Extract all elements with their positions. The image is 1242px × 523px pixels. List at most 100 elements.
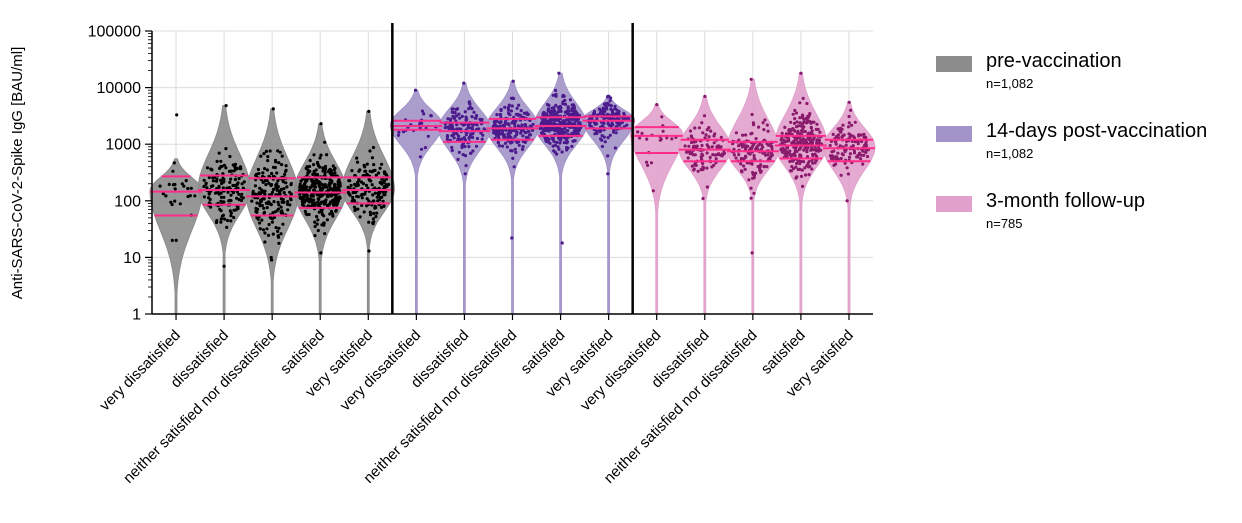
data-point — [451, 107, 455, 111]
data-point — [802, 117, 806, 121]
data-point — [462, 136, 466, 140]
data-point — [720, 152, 725, 156]
data-point — [507, 123, 511, 127]
data-point — [224, 104, 228, 108]
violin — [485, 80, 540, 315]
data-point — [268, 149, 272, 153]
data-point — [762, 164, 766, 169]
data-point — [463, 144, 467, 149]
data-point — [714, 157, 718, 161]
data-point — [225, 225, 229, 229]
data-point — [284, 168, 288, 172]
data-point — [275, 171, 279, 175]
data-point — [232, 215, 236, 220]
data-point — [319, 122, 323, 126]
data-point — [743, 167, 747, 171]
data-point — [387, 182, 391, 187]
data-point — [801, 114, 805, 118]
data-point — [276, 149, 280, 153]
data-point — [608, 133, 612, 137]
data-point — [184, 179, 188, 183]
data-point — [331, 188, 335, 192]
data-point — [514, 129, 518, 133]
data-point — [794, 161, 799, 166]
data-point — [229, 177, 233, 181]
data-point — [697, 126, 702, 130]
data-point — [813, 152, 817, 156]
data-point — [370, 183, 374, 187]
data-point — [765, 123, 769, 127]
data-point — [790, 164, 794, 169]
data-point — [222, 180, 226, 184]
data-point — [224, 166, 228, 170]
data-point — [693, 126, 697, 130]
data-point — [770, 144, 774, 148]
data-point — [316, 162, 320, 166]
data-point — [588, 124, 593, 128]
data-point — [333, 171, 337, 175]
data-point — [789, 169, 794, 173]
data-point — [562, 119, 566, 123]
data-point — [804, 173, 808, 177]
data-point — [496, 132, 500, 136]
data-point — [263, 240, 267, 244]
data-point — [739, 142, 743, 147]
legend-item-pre-vaccination: pre-vaccination n=1,082 — [936, 50, 1236, 120]
data-point — [805, 101, 809, 106]
data-point — [547, 137, 551, 141]
data-point — [554, 88, 558, 92]
data-point — [712, 134, 716, 138]
data-point — [749, 196, 753, 200]
data-point — [801, 137, 805, 141]
data-point — [209, 167, 213, 171]
data-point — [841, 123, 845, 127]
data-point — [551, 93, 555, 97]
data-point — [701, 131, 705, 135]
data-point — [276, 229, 280, 233]
data-point — [865, 154, 870, 159]
data-point — [700, 143, 704, 148]
data-point — [799, 124, 803, 128]
data-point — [750, 131, 754, 135]
data-point — [317, 183, 321, 188]
data-point — [703, 94, 707, 98]
data-point — [499, 108, 503, 113]
data-point — [660, 115, 664, 119]
data-point — [313, 185, 318, 189]
data-point — [266, 201, 270, 205]
data-point — [709, 129, 713, 133]
data-point — [856, 142, 860, 146]
data-point — [756, 164, 760, 169]
data-point — [509, 129, 513, 133]
data-point — [314, 168, 318, 172]
data-point — [798, 116, 802, 120]
data-point — [279, 187, 283, 191]
data-point — [218, 166, 222, 170]
data-point — [503, 105, 507, 109]
data-point — [237, 198, 241, 202]
data-point — [328, 212, 332, 216]
data-point — [744, 155, 748, 159]
data-point — [259, 199, 263, 203]
data-point — [841, 153, 845, 157]
data-point — [806, 145, 810, 150]
data-point — [802, 125, 806, 129]
data-point — [813, 161, 817, 165]
data-point — [308, 197, 312, 201]
data-point — [864, 144, 869, 148]
data-point — [498, 124, 502, 128]
data-point — [560, 241, 564, 245]
data-point — [379, 205, 384, 209]
data-point — [691, 153, 695, 157]
data-point — [471, 149, 475, 153]
data-point — [503, 141, 508, 145]
data-point — [284, 164, 288, 168]
data-point — [601, 106, 605, 110]
data-point — [610, 121, 614, 125]
data-point — [356, 207, 360, 211]
data-point — [796, 159, 800, 163]
data-point — [507, 103, 511, 107]
data-point — [217, 151, 221, 155]
data-point — [752, 174, 757, 178]
data-point — [862, 135, 866, 139]
